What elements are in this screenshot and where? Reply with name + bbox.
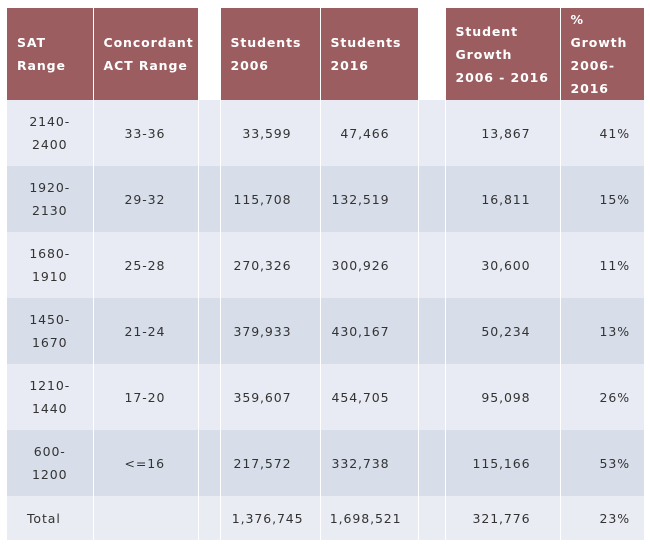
act-range-cell [93, 496, 199, 540]
gap-cell [198, 232, 221, 298]
percent-growth-cell: 13% [560, 298, 644, 364]
gap-cell [418, 166, 446, 232]
students-2016-cell: 430,167 [320, 298, 419, 364]
students-2006-cell: 379,933 [220, 298, 321, 364]
sat-range-cell: 2140- 2400 [7, 100, 94, 166]
table-row: 1210- 1440 17-20 359,607 454,705 95,098 2… [7, 364, 644, 430]
gap-cell [418, 232, 446, 298]
table-row: 1680- 1910 25-28 270,326 300,926 30,600 1… [7, 232, 644, 298]
gap-cell [198, 430, 221, 496]
sat-range-cell: 1210- 1440 [7, 364, 94, 430]
total-student-growth: 321,776 [445, 496, 561, 540]
gap-cell [198, 166, 221, 232]
students-2006-cell: 270,326 [220, 232, 321, 298]
percent-growth-cell: 26% [560, 364, 644, 430]
student-growth-cell: 16,811 [445, 166, 561, 232]
total-students-2016: 1,698,521 [320, 496, 419, 540]
sat-range-cell: 1920- 2130 [7, 166, 94, 232]
total-students-2006: 1,376,745 [220, 496, 321, 540]
sat-range-cell: 600- 1200 [7, 430, 94, 496]
students-2006-cell: 217,572 [220, 430, 321, 496]
header-student-growth: Student Growth 2006 - 2016 [445, 8, 561, 100]
students-2016-cell: 47,466 [320, 100, 419, 166]
students-2016-cell: 132,519 [320, 166, 419, 232]
header-students-2016: Students 2016 [320, 8, 419, 100]
gap-cell [418, 364, 446, 430]
header-row: SAT Range Concordant ACT Range Students 200… [7, 8, 644, 100]
students-2006-cell: 33,599 [220, 100, 321, 166]
student-growth-cell: 95,098 [445, 364, 561, 430]
act-range-cell: 25-28 [93, 232, 199, 298]
act-range-cell: 33-36 [93, 100, 199, 166]
students-2006-cell: 359,607 [220, 364, 321, 430]
act-range-cell: 29-32 [93, 166, 199, 232]
act-range-cell: 21-24 [93, 298, 199, 364]
gap-cell [418, 298, 446, 364]
act-range-cell: <=16 [93, 430, 199, 496]
students-2016-cell: 454,705 [320, 364, 419, 430]
gap-cell [418, 496, 446, 540]
students-2006-cell: 115,708 [220, 166, 321, 232]
header-gap [198, 8, 221, 100]
gap-cell [418, 100, 446, 166]
gap-cell [198, 100, 221, 166]
header-act-range: Concordant ACT Range [93, 8, 199, 100]
student-growth-cell: 50,234 [445, 298, 561, 364]
table-row: 1920- 2130 29-32 115,708 132,519 16,811 1… [7, 166, 644, 232]
sat-range-cell: 1680- 1910 [7, 232, 94, 298]
gap-cell [198, 298, 221, 364]
gap-cell [198, 364, 221, 430]
sat-range-cell: 1450- 1670 [7, 298, 94, 364]
total-label: Total [7, 496, 94, 540]
table-row: 600- 1200 <=16 217,572 332,738 115,166 53… [7, 430, 644, 496]
percent-growth-cell: 53% [560, 430, 644, 496]
student-growth-cell: 13,867 [445, 100, 561, 166]
gap-cell [198, 496, 221, 540]
act-range-cell: 17-20 [93, 364, 199, 430]
gap-cell [418, 430, 446, 496]
student-growth-cell: 30,600 [445, 232, 561, 298]
table-row: 1450- 1670 21-24 379,933 430,167 50,234 1… [7, 298, 644, 364]
header-percent-growth: % Growth 2006- 2016 [560, 8, 644, 100]
students-2016-cell: 300,926 [320, 232, 419, 298]
percent-growth-cell: 41% [560, 100, 644, 166]
header-students-2006: Students 2006 [220, 8, 321, 100]
student-growth-cell: 115,166 [445, 430, 561, 496]
total-row: Total 1,376,745 1,698,521 321,776 23% [7, 496, 644, 540]
table-row: 2140- 2400 33-36 33,599 47,466 13,867 41% [7, 100, 644, 166]
percent-growth-cell: 11% [560, 232, 644, 298]
header-sat-range: SAT Range [7, 8, 94, 100]
total-percent-growth: 23% [560, 496, 644, 540]
sat-act-growth-table: SAT Range Concordant ACT Range Students 200… [7, 8, 644, 540]
students-2016-cell: 332,738 [320, 430, 419, 496]
header-gap [418, 8, 446, 100]
percent-growth-cell: 15% [560, 166, 644, 232]
